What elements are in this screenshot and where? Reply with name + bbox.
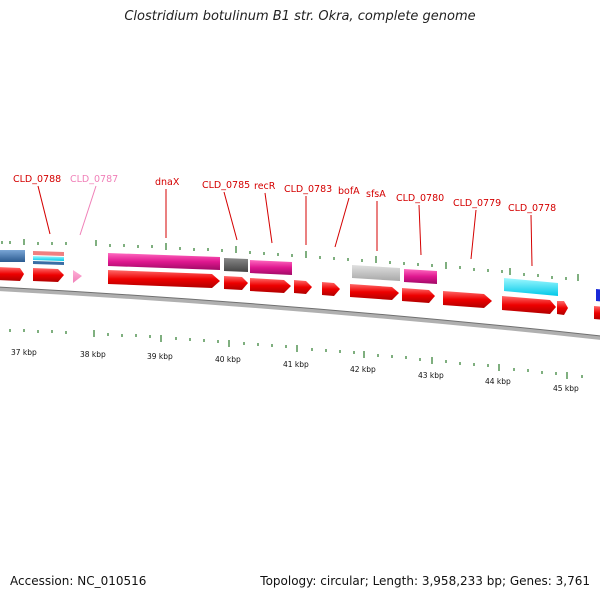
gene-label-CLD_0787[interactable]: CLD_0787 [70, 174, 118, 185]
kbp-label: 43 kbp [418, 371, 444, 380]
gene-label-recR[interactable]: recR [254, 181, 276, 192]
gene-arrow-recR[interactable] [250, 278, 291, 293]
accession-value: NC_010516 [77, 574, 147, 588]
gene-arrow-CLD_0783[interactable] [294, 280, 312, 294]
gene-label-CLD_0785[interactable]: CLD_0785 [202, 180, 250, 191]
topology-label: Topology: [260, 574, 317, 588]
topology-value: circular [320, 574, 365, 588]
gene-box-blue-edge[interactable] [596, 289, 600, 302]
gene-label-bofA[interactable]: bofA [338, 186, 360, 197]
genes-label: Genes: [509, 574, 552, 588]
gene-box-cyan[interactable] [33, 256, 64, 261]
gene-arrow-CLD_0785[interactable] [224, 276, 248, 290]
gene-label-CLD_0778[interactable]: CLD_0778 [508, 203, 556, 214]
gene-label-CLD_0783[interactable]: CLD_0783 [284, 184, 332, 195]
leader-lines [37, 185, 533, 267]
gene-arrow-sfsA[interactable] [350, 284, 399, 300]
gene-arrow[interactable] [0, 267, 24, 281]
gene-box-magenta-dnaX[interactable] [108, 253, 220, 270]
gene-label-CLD_0780[interactable]: CLD_0780 [396, 193, 444, 204]
gene-label-dnaX[interactable]: dnaX [155, 177, 180, 188]
gene-box-gray[interactable] [352, 265, 400, 281]
gene-arrow-CLD_0788[interactable] [33, 268, 64, 282]
accession-footer: Accession: NC_010516 [10, 574, 146, 588]
gene-box-steel-blue[interactable] [0, 250, 25, 262]
kbp-label: 42 kbp [350, 365, 376, 374]
length-value: 3,958,233 bp [421, 574, 502, 588]
gene-label-sfsA[interactable]: sfsA [366, 189, 386, 200]
kbp-label: 39 kbp [147, 352, 173, 361]
kbp-label: 40 kbp [215, 355, 241, 364]
gene-box-magenta-CLD_0780[interactable] [404, 269, 437, 284]
gene-arrow-dnaX[interactable] [108, 270, 220, 288]
genome-backbone [0, 287, 600, 340]
kbp-label: 41 kbp [283, 360, 309, 369]
lower-tick-row [9, 329, 583, 379]
kbp-label: 38 kbp [80, 350, 106, 359]
kbp-label: 37 kbp [11, 348, 37, 357]
category-track [0, 250, 600, 302]
gene-box-dark-gray[interactable] [224, 258, 248, 272]
gene-arrow-CLD_0778[interactable] [502, 296, 556, 314]
gene-arrow-CLD_0787[interactable] [73, 270, 82, 283]
genes-value: 3,761 [555, 574, 590, 588]
length-label: Length: [372, 574, 419, 588]
gene-arrow-CLD_0779[interactable] [443, 291, 492, 308]
gene-box-salmon[interactable] [33, 251, 64, 256]
gene-arrow-bofA[interactable] [322, 282, 340, 296]
kbp-label: 45 kbp [553, 384, 579, 393]
gene-box-cyan-CLD_0778[interactable] [504, 278, 558, 296]
gene-label-CLD_0779[interactable]: CLD_0779 [453, 198, 501, 209]
kbp-label: 44 kbp [485, 377, 511, 386]
gene-arrow-CLD_0780[interactable] [402, 288, 435, 303]
gene-arrow-track [0, 267, 600, 320]
gene-box-steel-blue-small[interactable] [33, 261, 64, 265]
upper-tick-row [1, 239, 579, 281]
page-title: Clostridium botulinum B1 str. Okra, comp… [124, 9, 476, 24]
gene-arrow-small[interactable] [557, 301, 568, 315]
gene-label-CLD_0788[interactable]: CLD_0788 [13, 174, 61, 185]
gene-arrow-edge[interactable] [594, 306, 600, 320]
genome-stats-footer: Topology: circular; Length: 3,958,233 bp… [260, 574, 590, 588]
gene-box-magenta-recR[interactable] [250, 260, 292, 275]
accession-label: Accession: [10, 574, 74, 588]
genome-backbone-edge [0, 286, 600, 337]
